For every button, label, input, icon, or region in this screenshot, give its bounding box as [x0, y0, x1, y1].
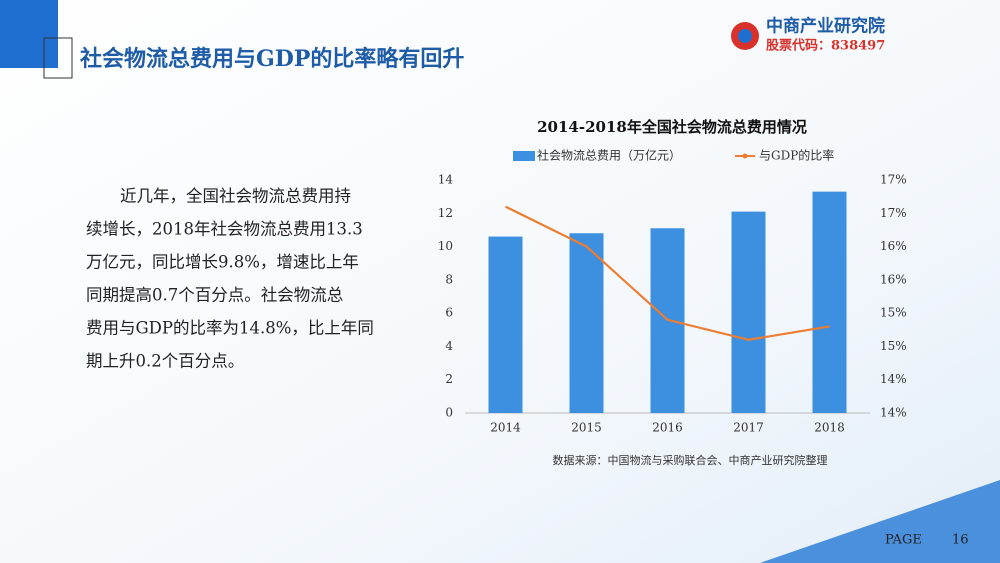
line — [505, 205, 830, 341]
y-tick-label: 12 — [438, 206, 453, 220]
bar — [731, 211, 766, 413]
page-number: 16 — [952, 533, 969, 548]
y-tick-label: 0 — [445, 406, 453, 420]
logo-icon-inner — [738, 29, 752, 43]
page-label: PAGE — [885, 533, 922, 548]
bar — [488, 236, 523, 413]
bar — [569, 233, 604, 413]
slide-title: 社会物流总费用与GDP的比率略有回升 — [80, 46, 464, 72]
y2-tick-label: 15% — [880, 339, 907, 353]
corner-decoration — [760, 480, 1000, 563]
y2-tick-label: 17% — [880, 206, 907, 220]
y2-tick-label: 16% — [880, 239, 907, 253]
y-tick-label: 4 — [445, 339, 453, 353]
chart-title: 2014-2018年全国社会物流总费用情况 — [537, 118, 807, 136]
x-tick-label: 2016 — [652, 421, 683, 435]
stock-code: 股票代码：838497 — [766, 38, 885, 54]
logo-name: 中商产业研究院 — [766, 16, 885, 37]
y-tick-label: 2 — [445, 372, 453, 386]
x-tick-label: 2014 — [490, 421, 521, 435]
paragraph-line: 期上升0.2个百分点。 — [86, 352, 244, 371]
paragraph-line: 万亿元，同比增长9.8%，增速比上年 — [86, 253, 359, 272]
paragraph-line: 续增长，2018年社会物流总费用13.3 — [86, 220, 363, 239]
corner-frame — [43, 37, 73, 79]
legend-label: 社会物流总费用（万亿元） — [537, 148, 681, 163]
x-tick-label: 2017 — [733, 421, 764, 435]
corner-block — [0, 0, 58, 68]
y2-tick-label: 14% — [880, 406, 907, 420]
paragraph-line: 费用与GDP的比率为14.8%，比上年同 — [86, 319, 374, 338]
x-tick-label: 2015 — [571, 421, 602, 435]
source-note: 数据来源：中国物流与采购联合会、中商产业研究院整理 — [553, 453, 828, 467]
y2-tick-label: 14% — [880, 372, 907, 386]
y-tick-label: 10 — [438, 239, 453, 253]
legend-marker — [742, 153, 748, 159]
paragraph-line: 近几年，全国社会物流总费用持 — [120, 187, 351, 206]
y2-tick-label: 15% — [880, 306, 907, 320]
paragraph-line: 同期提高0.7个百分点。社会物流总 — [86, 286, 343, 305]
bar — [812, 191, 847, 413]
legend-label: 与GDP的比率 — [759, 148, 834, 163]
y-tick-label: 6 — [445, 306, 453, 320]
y2-tick-label: 17% — [880, 173, 907, 187]
x-tick-label: 2018 — [814, 421, 845, 435]
y-tick-label: 8 — [445, 272, 453, 286]
y2-tick-label: 16% — [880, 272, 907, 286]
legend-swatch — [513, 151, 535, 161]
y-tick-label: 14 — [438, 173, 454, 187]
